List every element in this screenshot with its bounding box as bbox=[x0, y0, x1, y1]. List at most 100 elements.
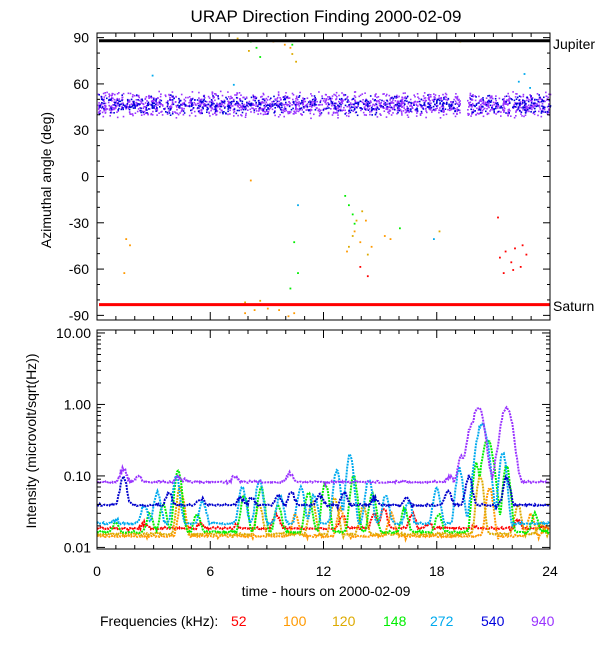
azimuth-band-point bbox=[521, 103, 523, 105]
azimuth-band-point bbox=[228, 102, 230, 105]
azimuth-band-point bbox=[104, 94, 107, 97]
azimuth-band-point bbox=[325, 107, 327, 110]
azimuth-band-point bbox=[157, 102, 159, 104]
azimuth-band-point bbox=[480, 111, 482, 114]
azimuth-band-point bbox=[335, 98, 338, 100]
azimuth-band-point bbox=[171, 91, 174, 93]
azimuth-band-point bbox=[430, 96, 432, 98]
azimuth-band-point bbox=[209, 106, 212, 109]
azimuth-band-point bbox=[495, 95, 497, 97]
azimuth-band-point bbox=[262, 98, 264, 100]
azimuth-band-point bbox=[354, 102, 356, 105]
azimuth-band-point bbox=[197, 107, 199, 109]
azimuth-band-point bbox=[376, 105, 378, 108]
azimuth-band-point bbox=[255, 105, 257, 107]
azimuth-band-point bbox=[121, 98, 123, 101]
azimuth-band-point bbox=[160, 111, 162, 113]
azimuth-band-point bbox=[289, 102, 291, 104]
azimuth-band-point bbox=[447, 97, 450, 100]
azimuth-band-point bbox=[265, 105, 268, 107]
azimuth-band-point bbox=[524, 105, 527, 108]
azimuth-band-point bbox=[546, 112, 549, 115]
azimuth-band-point bbox=[419, 114, 422, 116]
azimuth-band-point bbox=[386, 103, 389, 105]
azimuth-band-point bbox=[331, 104, 333, 107]
azimuth-band-point bbox=[341, 92, 343, 94]
azimuth-band-point bbox=[528, 98, 530, 101]
azimuth-band-point bbox=[541, 110, 544, 112]
azimuth-band-point bbox=[470, 104, 473, 106]
azimuth-band-point bbox=[428, 96, 430, 98]
azimuth-band-point bbox=[209, 115, 211, 117]
azimuth-band-point bbox=[355, 111, 358, 113]
azimuth-band-point bbox=[399, 103, 402, 106]
azimuth-band-point bbox=[484, 104, 487, 106]
azimuth-band-point bbox=[473, 110, 475, 112]
azimuth-band-point bbox=[147, 112, 149, 115]
azimuth-band-point bbox=[390, 102, 393, 104]
intensity-x-tick-label: 12 bbox=[316, 563, 332, 579]
azimuth-band-point bbox=[97, 108, 100, 110]
azimuth-band-point bbox=[458, 98, 460, 101]
azimuth-band-point bbox=[287, 111, 289, 113]
azimuth-band-point bbox=[113, 98, 116, 101]
azimuth-band-point bbox=[240, 94, 242, 96]
azimuth-band-point bbox=[180, 104, 182, 106]
azimuth-band-point bbox=[182, 103, 184, 105]
azimuth-point bbox=[433, 238, 435, 240]
azimuth-band-point bbox=[521, 101, 524, 103]
azimuth-band-point bbox=[203, 103, 206, 105]
azimuth-band-point bbox=[365, 102, 368, 104]
legend-entry-940: 940 bbox=[531, 613, 555, 629]
azimuth-band-point bbox=[184, 100, 187, 102]
azimuth-band-point bbox=[234, 104, 237, 106]
azimuth-band-point bbox=[420, 106, 423, 108]
azimuth-band-point bbox=[201, 98, 203, 101]
azimuth-band-point bbox=[269, 98, 271, 101]
azimuth-band-point bbox=[482, 99, 484, 101]
azimuth-band-point bbox=[108, 109, 111, 111]
azimuth-band-point bbox=[262, 93, 265, 96]
azimuth-band-point bbox=[495, 104, 498, 106]
azimuth-band-point bbox=[396, 102, 399, 105]
azimuth-band-point bbox=[374, 113, 377, 116]
azimuth-band-point bbox=[168, 94, 171, 97]
azimuth-band-point bbox=[199, 105, 201, 108]
azimuth-band-point bbox=[125, 107, 127, 110]
azimuth-band-point bbox=[114, 105, 117, 108]
azimuth-band-point bbox=[200, 101, 203, 104]
azimuth-band-point bbox=[528, 110, 530, 113]
azimuth-band-point bbox=[109, 99, 112, 101]
azimuth-band-point bbox=[122, 104, 125, 106]
azimuth-band-point bbox=[368, 105, 370, 108]
azimuth-band-point bbox=[539, 96, 541, 99]
azimuth-band-point bbox=[292, 94, 295, 96]
azimuth-band-point bbox=[326, 98, 328, 100]
azimuth-band-point bbox=[444, 108, 447, 110]
azimuth-band-point bbox=[467, 109, 469, 111]
azimuth-band-point bbox=[314, 98, 316, 101]
azimuth-band-point bbox=[133, 100, 135, 103]
azimuth-band-point bbox=[171, 102, 174, 104]
azimuth-band-point bbox=[360, 109, 362, 112]
azimuth-band-point bbox=[548, 93, 550, 96]
azimuth-band-point bbox=[263, 98, 266, 100]
azimuth-band-point bbox=[388, 112, 390, 115]
azimuth-band-point bbox=[231, 97, 233, 99]
azimuth-band-point bbox=[191, 104, 193, 106]
intensity-y-axis-label: Intensity (microvolt/sqrt(Hz)) bbox=[23, 353, 39, 528]
azimuth-band-point bbox=[165, 111, 167, 113]
azimuth-band-point bbox=[498, 97, 501, 100]
azimuth-band-point bbox=[292, 107, 294, 110]
azimuth-band-point bbox=[122, 108, 124, 111]
azimuth-band-point bbox=[400, 104, 403, 106]
azimuth-band-point bbox=[487, 104, 489, 107]
azimuth-band-point bbox=[537, 100, 539, 103]
azimuth-band-point bbox=[258, 107, 261, 109]
azimuth-band-point bbox=[404, 108, 407, 111]
azimuth-band-point bbox=[492, 97, 494, 100]
azimuth-band-point bbox=[423, 97, 426, 99]
azimuth-band-point bbox=[117, 109, 119, 111]
azimuth-band-point bbox=[248, 100, 251, 103]
azimuth-band-point bbox=[249, 108, 252, 111]
